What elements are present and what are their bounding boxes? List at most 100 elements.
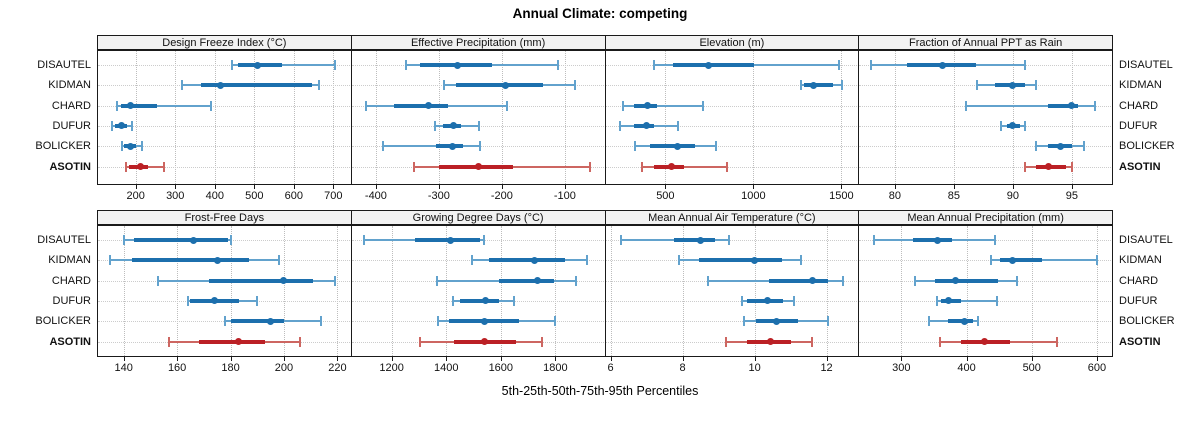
whisker-cap-5th — [618, 120, 621, 131]
median-dot — [674, 142, 682, 150]
x-gridline — [135, 51, 137, 184]
interval-25-75 — [698, 258, 782, 263]
interval-25-75 — [230, 319, 284, 324]
station-label-left: CHARD — [51, 99, 91, 112]
whisker-cap-95th — [163, 161, 166, 172]
x-tick-label: 220 — [328, 362, 347, 374]
x-tick-label: 600 — [284, 190, 303, 202]
x-gridline — [953, 51, 955, 184]
station-label-right: CHARD — [1119, 274, 1159, 287]
panel-header: Effective Precipitation (mm) — [350, 35, 606, 50]
whisker-cap-95th — [209, 100, 212, 111]
whisker-cap-5th — [471, 255, 474, 266]
whisker-cap-95th — [841, 80, 844, 91]
whisker-cap-5th — [116, 100, 119, 111]
interval-25-75 — [768, 278, 829, 283]
interval-25-75 — [455, 83, 543, 88]
whisker-cap-95th — [333, 60, 336, 70]
median-dot — [117, 122, 125, 130]
station-label-left: BOLICKER — [35, 140, 91, 153]
panel-header: Design Freeze Index (°C) — [97, 35, 352, 50]
whisker-5-95 — [117, 104, 211, 107]
whisker-cap-5th — [168, 336, 171, 347]
station-label-left: DISAUTEL — [37, 234, 91, 246]
x-gridline — [555, 226, 557, 356]
median-dot — [808, 277, 816, 285]
whisker-cap-5th — [413, 161, 416, 172]
x-tick — [1071, 185, 1073, 189]
x-gridline — [754, 226, 756, 356]
x-tick-label: 95 — [1065, 190, 1078, 202]
median-dot — [136, 163, 144, 170]
whisker-5-95 — [642, 165, 727, 168]
x-gridline — [500, 226, 502, 356]
whisker-cap-5th — [872, 235, 875, 245]
whisker-5-95 — [937, 299, 997, 302]
interval-25-75 — [1048, 103, 1078, 108]
x-tick-label: -200 — [490, 190, 513, 202]
median-dot — [425, 102, 433, 110]
x-gridline — [337, 226, 339, 356]
whisker-cap-95th — [728, 235, 731, 245]
interval-25-75 — [134, 238, 228, 242]
whisker-cap-95th — [574, 275, 577, 286]
station-label-right: CHARD — [1119, 99, 1159, 112]
panel-header: Mean Annual Air Temperature (°C) — [604, 210, 860, 225]
station-label-right: ASOTIN — [1119, 160, 1161, 173]
x-tick — [754, 357, 756, 361]
x-tick-label: 300 — [892, 362, 911, 374]
whisker-cap-95th — [478, 120, 481, 131]
whisker-cap-5th — [939, 336, 942, 347]
x-tick — [438, 185, 440, 189]
median-dot — [961, 317, 969, 325]
whisker-cap-5th — [419, 336, 422, 347]
median-dot — [1056, 142, 1064, 150]
x-gridline — [446, 226, 448, 356]
whisker-cap-5th — [740, 295, 743, 306]
x-tick-label: 180 — [221, 362, 240, 374]
whisker-cap-95th — [318, 80, 321, 91]
whisker-cap-95th — [573, 80, 576, 91]
x-gridline — [564, 51, 566, 184]
x-tick-label: 500 — [1022, 362, 1041, 374]
station-label-right: DUFUR — [1119, 294, 1158, 307]
whisker-cap-95th — [1023, 60, 1026, 70]
x-tick — [177, 357, 179, 361]
whisker-cap-95th — [585, 255, 588, 266]
row-gridline — [98, 125, 350, 127]
x-tick — [135, 185, 137, 189]
whisker-cap-95th — [483, 235, 486, 245]
station-label-right: DISAUTEL — [1119, 234, 1173, 246]
median-dot — [809, 81, 817, 89]
median-dot — [127, 142, 135, 150]
x-tick — [175, 185, 177, 189]
x-tick-label: 500 — [245, 190, 264, 202]
row-gridline — [859, 260, 1111, 262]
median-dot — [254, 61, 262, 69]
panel-plot — [858, 50, 1113, 185]
x-tick-label: 85 — [947, 190, 960, 202]
whisker-cap-95th — [827, 316, 830, 327]
whisker-cap-5th — [976, 80, 979, 91]
interval-25-75 — [201, 83, 312, 88]
panel-header: Elevation (m) — [604, 35, 860, 50]
x-gridline — [230, 226, 232, 356]
x-gridline — [610, 226, 612, 356]
x-tick-label: 1200 — [379, 362, 404, 374]
x-gridline — [894, 51, 896, 184]
x-tick — [500, 357, 502, 361]
row-gridline — [605, 166, 858, 168]
whisker-cap-5th — [381, 141, 384, 152]
x-tick — [901, 357, 903, 361]
median-dot — [704, 61, 712, 69]
station-label-left: ASOTIN — [49, 160, 91, 173]
interval-25-75 — [935, 278, 998, 283]
x-tick — [337, 357, 339, 361]
station-label-left: KIDMAN — [48, 254, 91, 267]
x-tick — [826, 357, 828, 361]
x-tick — [230, 357, 232, 361]
x-gridline — [501, 51, 503, 184]
x-tick-label: 200 — [126, 190, 145, 202]
median-dot — [482, 297, 490, 305]
